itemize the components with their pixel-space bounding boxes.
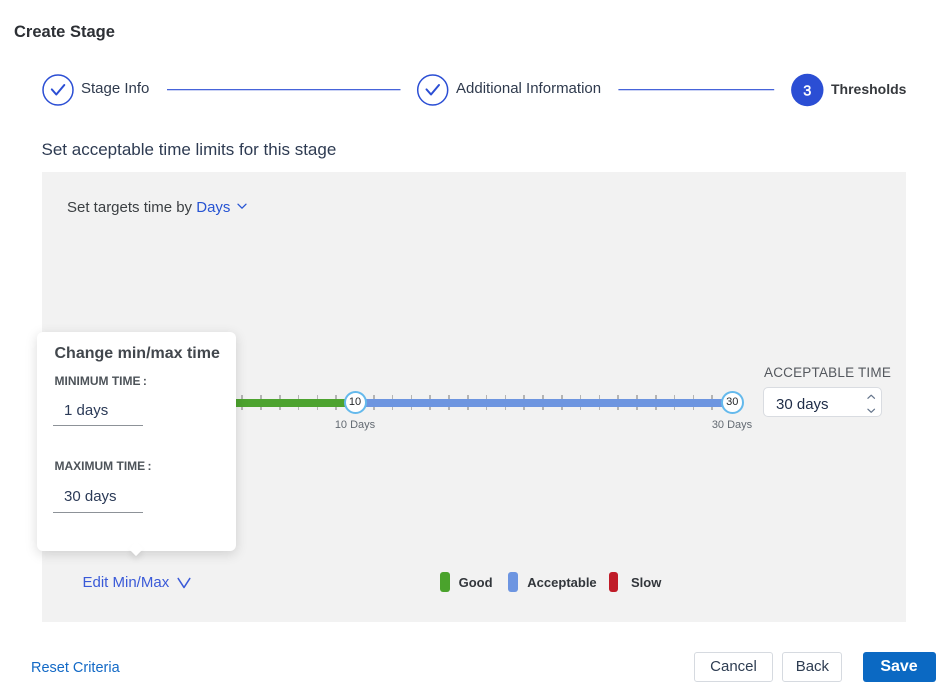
svg-text:3: 3 [803,83,811,99]
